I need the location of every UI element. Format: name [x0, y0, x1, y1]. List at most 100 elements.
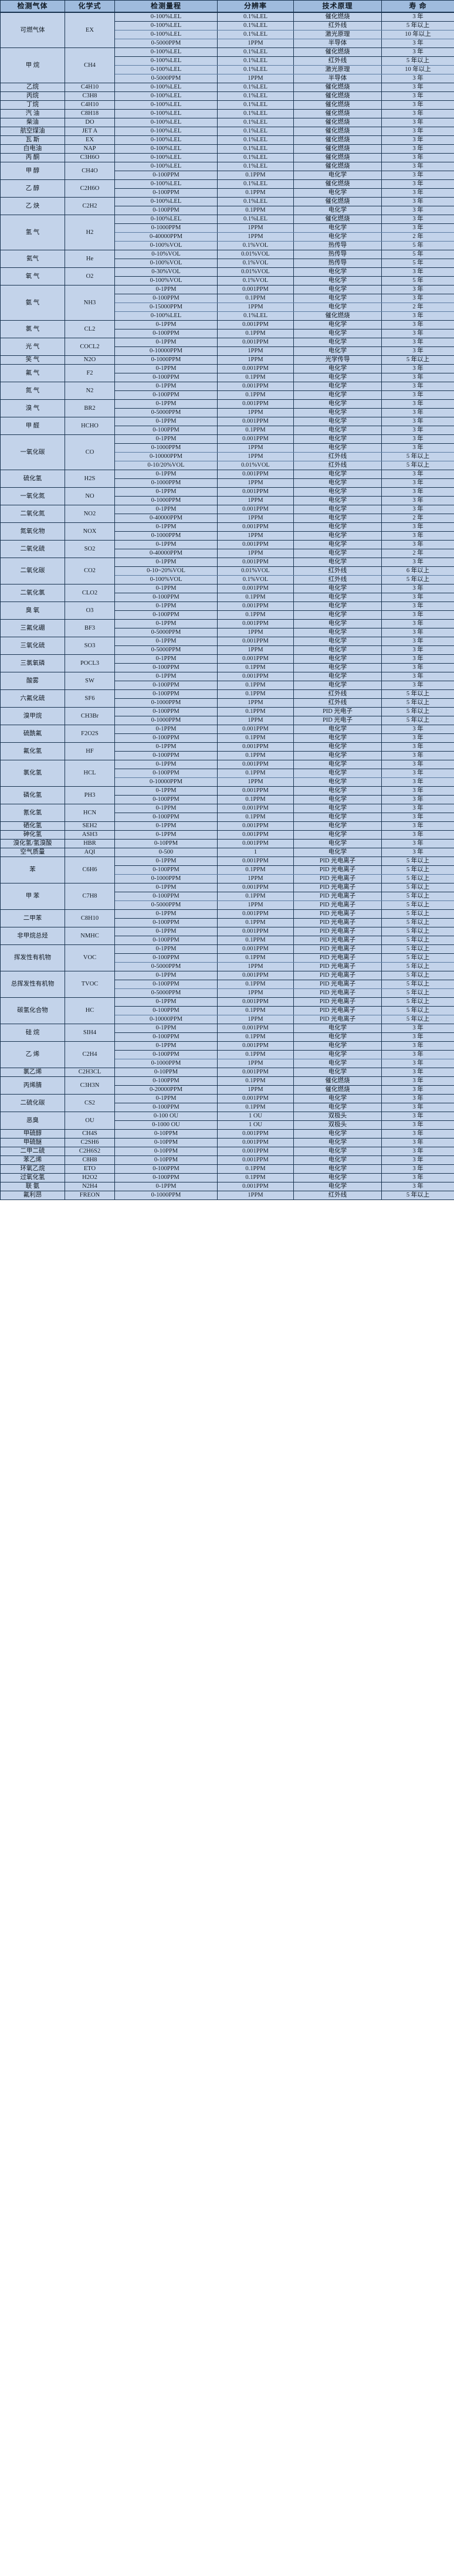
range-cell: 0-100%VOL	[114, 259, 218, 268]
resolution-cell: 0.001PPM	[217, 364, 294, 373]
range-cell: 0-5000PPM	[114, 74, 218, 83]
range-cell: 0-1PPM	[114, 364, 218, 373]
life-cell: 5 年	[381, 241, 454, 250]
resolution-cell: 0.1PPM	[217, 1006, 294, 1015]
gas-name-cell: 甲 烷	[0, 47, 65, 83]
technology-cell: 催化燃烧	[293, 118, 382, 127]
range-cell: 0-100PPM	[114, 390, 218, 400]
table-row: 0-100PPM 0.1PPM 电化学 3 年	[1, 813, 454, 822]
range-cell: 0-100%LEL	[114, 65, 218, 74]
resolution-cell: 0.001PPM	[217, 839, 294, 848]
technology-cell: 电化学	[293, 531, 382, 541]
gas-name-cell: 苯乙烯	[0, 1156, 65, 1165]
life-cell: 3 年	[381, 619, 454, 628]
life-cell: 3 年	[381, 1147, 454, 1156]
gas-name-cell: 磷化氢	[0, 786, 65, 804]
range-cell: 0-1PPM	[114, 742, 218, 752]
resolution-cell: 1PPM	[217, 39, 294, 48]
table-row: 光 气 COCL2 0-1PPM 0.001PPM 电化学 3 年	[0, 338, 454, 356]
chemical-formula-cell: VOC	[65, 944, 115, 971]
technology-cell: 电化学	[293, 733, 382, 743]
resolution-cell: 0.1%LEL	[217, 197, 294, 206]
life-cell: 3 年	[381, 135, 454, 145]
gas-name-cell: 非甲烷总烃	[0, 927, 65, 945]
life-cell: 3 年	[381, 601, 454, 611]
life-cell: 3 年	[381, 681, 454, 690]
gas-name-cell: 光 气	[0, 338, 65, 356]
table-row: 过氧化氢 H2O2 0-100PPM 0.1PPM 电化学 3 年	[0, 1173, 454, 1182]
table-row: 氯 气 CL2 0-1PPM 0.001PPM 电化学 3 年	[0, 320, 454, 338]
chemical-formula-cell: CS2	[65, 1094, 115, 1112]
table-row: 0-100PPM 0.1PPM 电化学 3 年	[1, 681, 454, 690]
life-cell: 5 年以上	[381, 1006, 454, 1015]
range-cell: 0-1000PPM	[114, 355, 218, 365]
resolution-cell: 1PPM	[217, 777, 294, 787]
range-cell: 0-1PPM	[114, 804, 218, 813]
resolution-cell: 0.1PPM	[217, 329, 294, 338]
range-cell: 0-1PPM	[114, 830, 218, 840]
range-cell: 0-100%LEL	[114, 135, 218, 145]
table-row: 乙 炔 C2H2 0-100%LEL 0.1%LEL 催化燃烧 3 年	[0, 197, 454, 215]
life-cell: 3 年	[381, 320, 454, 329]
technology-cell: PID 光电离子	[293, 980, 382, 989]
table-row: 0-5000PPM 1PPM PID 光电离子 5 年以上	[1, 900, 454, 910]
technology-cell: 电化学	[293, 1156, 382, 1165]
technology-cell: 双极头	[293, 1112, 382, 1121]
technology-cell: 催化燃烧	[293, 311, 382, 321]
resolution-cell: 0.01%VOL	[217, 250, 294, 259]
range-cell: 0-100%LEL	[114, 153, 218, 162]
range-cell: 0-100%LEL	[114, 162, 218, 171]
resolution-cell: 0.001PPM	[217, 399, 294, 409]
life-cell: 3 年	[381, 329, 454, 338]
gas-name-cell: 汽 油	[0, 109, 65, 118]
life-cell: 3 年	[381, 628, 454, 637]
chemical-formula-cell: CH4S	[65, 1129, 115, 1139]
gas-name-cell: 二甲二硫	[0, 1147, 65, 1156]
range-cell: 0-1PPM	[114, 927, 218, 936]
table-row: 0-100PPM 0.1PPM 电化学 3 年	[1, 663, 454, 672]
resolution-cell: 0.1PPM	[217, 390, 294, 400]
chemical-formula-cell: SIH4	[65, 1024, 115, 1042]
technology-cell: PID 光电离子	[293, 997, 382, 1007]
range-cell: 0-100PPM	[114, 188, 218, 198]
gas-name-cell: 氯 气	[0, 320, 65, 338]
technology-cell: 电化学	[293, 839, 382, 848]
life-cell: 3 年	[381, 1085, 454, 1095]
table-row: 一氧化氮 NO 0-1PPM 0.001PPM 电化学 3 年	[0, 487, 454, 505]
chemical-formula-cell: C8H8	[65, 1156, 115, 1165]
resolution-cell: 0.1PPM	[217, 188, 294, 198]
chemical-formula-cell: C4H10	[65, 100, 115, 110]
technology-cell: 电化学	[293, 329, 382, 338]
range-cell: 0-100PPM	[114, 1173, 218, 1182]
resolution-cell: 0.001PPM	[217, 522, 294, 532]
resolution-cell: 0.1PPM	[217, 813, 294, 822]
table-row: 瓦 斯 EX 0-100%LEL 0.1%LEL 催化燃烧 3 年	[0, 135, 454, 145]
technology-cell: 催化燃烧	[293, 83, 382, 92]
life-cell: 5 年以上	[381, 900, 454, 910]
resolution-cell: 0.001PPM	[217, 619, 294, 628]
range-cell: 0-1000PPM	[114, 874, 218, 883]
life-cell: 3 年	[381, 470, 454, 479]
technology-cell: PID 光电子	[293, 707, 382, 716]
resolution-cell: 0.1PPM	[217, 953, 294, 963]
resolution-cell: 1PPM	[217, 1059, 294, 1068]
life-cell: 5 年以上	[381, 56, 454, 66]
technology-cell: 电化学	[293, 1050, 382, 1059]
life-cell: 10 年以上	[381, 30, 454, 39]
resolution-cell: 0.1%LEL	[217, 56, 294, 66]
life-cell: 3 年	[381, 1173, 454, 1182]
resolution-cell: 0.001PPM	[217, 540, 294, 549]
range-cell: 0-20000PPM	[114, 1085, 218, 1095]
life-cell: 2 年	[381, 303, 454, 312]
table-row: 乙烷 C4H10 0-100%LEL 0.1%LEL 催化燃烧 3 年	[0, 83, 454, 92]
technology-cell: PID 光电离子	[293, 865, 382, 875]
life-cell: 3 年	[381, 171, 454, 180]
range-cell: 0-100PPM	[114, 663, 218, 672]
resolution-cell: 0.001PPM	[217, 1129, 294, 1139]
range-cell: 0-100PPM	[114, 892, 218, 901]
life-cell: 5 年以上	[381, 962, 454, 971]
resolution-cell: 0.1%LEL	[217, 12, 294, 22]
table-row: 0-100PPM 0.1PPM PID 光电离子 5 年以上	[1, 936, 454, 945]
range-cell: 0-1PPM	[114, 883, 218, 892]
technology-cell: PID 光电离子	[293, 962, 382, 971]
